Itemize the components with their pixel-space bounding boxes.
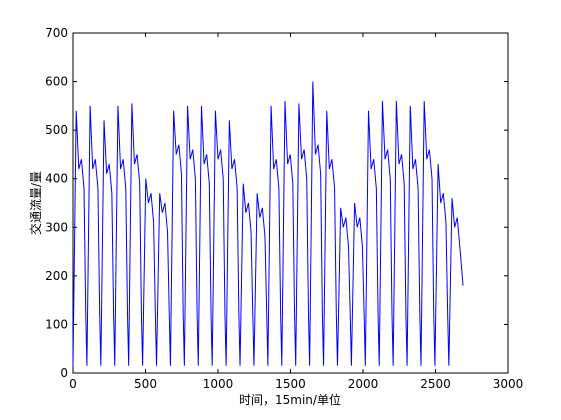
y-axis-label: 交通流量/量 <box>28 171 43 235</box>
y-tick-label: 100 <box>45 317 68 331</box>
x-tick-label: 3000 <box>493 377 524 391</box>
y-tick-label: 700 <box>45 26 68 40</box>
y-tick-label: 200 <box>45 269 68 283</box>
y-tick-label: 0 <box>60 366 68 380</box>
y-tick-label: 300 <box>45 220 68 234</box>
y-tick-label: 600 <box>45 75 68 89</box>
x-tick-label: 2500 <box>420 377 451 391</box>
x-axis-label: 时间，15min/单位 <box>239 392 341 407</box>
x-tick-label: 500 <box>134 377 157 391</box>
y-tick-label: 400 <box>45 172 68 186</box>
plot-area <box>72 32 509 374</box>
data-line <box>72 81 464 366</box>
y-tick-label: 500 <box>45 123 68 137</box>
x-tick-label: 2000 <box>348 377 379 391</box>
x-tick-label: 1500 <box>275 377 306 391</box>
x-tick-label: 1000 <box>203 377 234 391</box>
x-tick-label: 0 <box>69 377 77 391</box>
